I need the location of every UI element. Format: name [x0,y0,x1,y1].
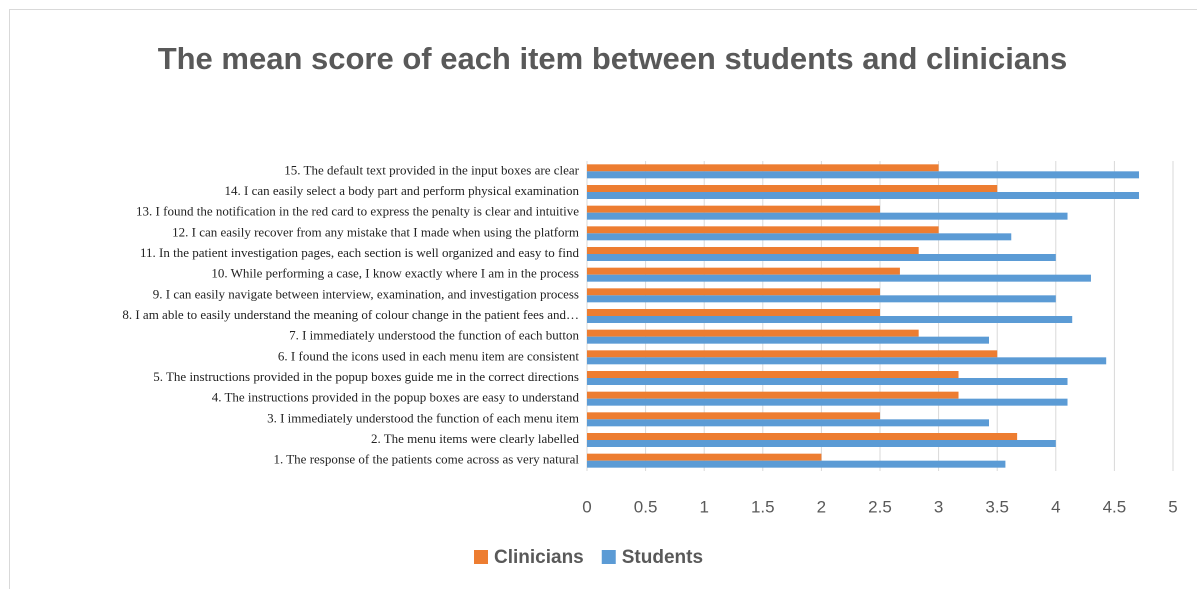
x-tick-label: 2 [817,497,826,516]
bar [587,329,919,337]
bar [587,398,1068,406]
bar [587,185,998,192]
bar [587,316,1073,323]
legend-label: Students [622,547,703,568]
y-tick-label: 9. I can easily navigate between intervi… [153,286,579,301]
x-tick-label: 4.5 [1103,497,1127,516]
bar [587,233,1012,241]
x-tick-label: 3 [934,497,943,516]
bar [587,433,1018,440]
y-tick-label: 5. The instructions provided in the popu… [153,369,579,384]
x-tick-label: 3.5 [985,497,1009,516]
bar [587,460,1006,468]
bar [587,212,1068,220]
legend-swatch [601,550,616,564]
x-tick-label: 0 [582,497,591,516]
bar [587,440,1056,447]
x-tick-label: 1 [699,497,708,516]
y-tick-label: 2. The menu items were clearly labelled [371,431,580,446]
bar [587,171,1140,179]
x-tick-label: 2.5 [868,497,892,516]
bar [587,192,1140,199]
bar [587,357,1107,365]
bar [587,295,1056,303]
legend-label: Clinicians [494,547,584,568]
y-tick-label: 10. While performing a case, I know exac… [211,266,579,281]
x-tick-label: 0.5 [634,497,658,516]
y-tick-label: 7. I immediately understood the function… [289,328,579,343]
y-tick-label: 4. The instructions provided in the popu… [212,390,580,405]
bar [587,309,880,316]
y-tick-label: 1. The response of the patients come acr… [273,452,579,467]
bar [587,288,880,296]
bar [587,254,1056,261]
x-tick-label: 4 [1051,497,1060,516]
chart-title: The mean score of each item between stud… [157,41,1068,76]
bar [587,453,822,461]
bar [587,336,989,344]
y-tick-label: 6. I found the icons used in each menu i… [278,348,579,363]
bar [587,164,939,172]
chart-border [9,9,1197,589]
y-tick-label: 14. I can easily select a body part and … [225,183,580,198]
bar [587,350,998,358]
legend-swatch [474,550,488,564]
y-tick-label: 8. I am able to easily understand the me… [122,307,579,322]
bar [587,412,880,420]
bar [587,267,900,275]
x-tick-label: 5 [1168,497,1177,516]
bar [587,419,989,427]
bar [587,274,1091,282]
y-tick-label: 12. I can easily recover from any mistak… [172,224,579,239]
bar [587,247,919,254]
bar [587,226,939,234]
y-tick-label: 3. I immediately understood the function… [267,410,579,425]
bar [587,205,880,213]
bar [587,391,959,399]
bar [587,378,1068,385]
y-tick-label: 11. In the patient investigation pages, … [140,245,579,260]
y-tick-label: 13. I found the notification in the red … [136,204,579,219]
x-tick-label: 1.5 [751,497,775,516]
y-tick-label: 15. The default text provided in the inp… [284,162,579,177]
bar [587,371,959,378]
